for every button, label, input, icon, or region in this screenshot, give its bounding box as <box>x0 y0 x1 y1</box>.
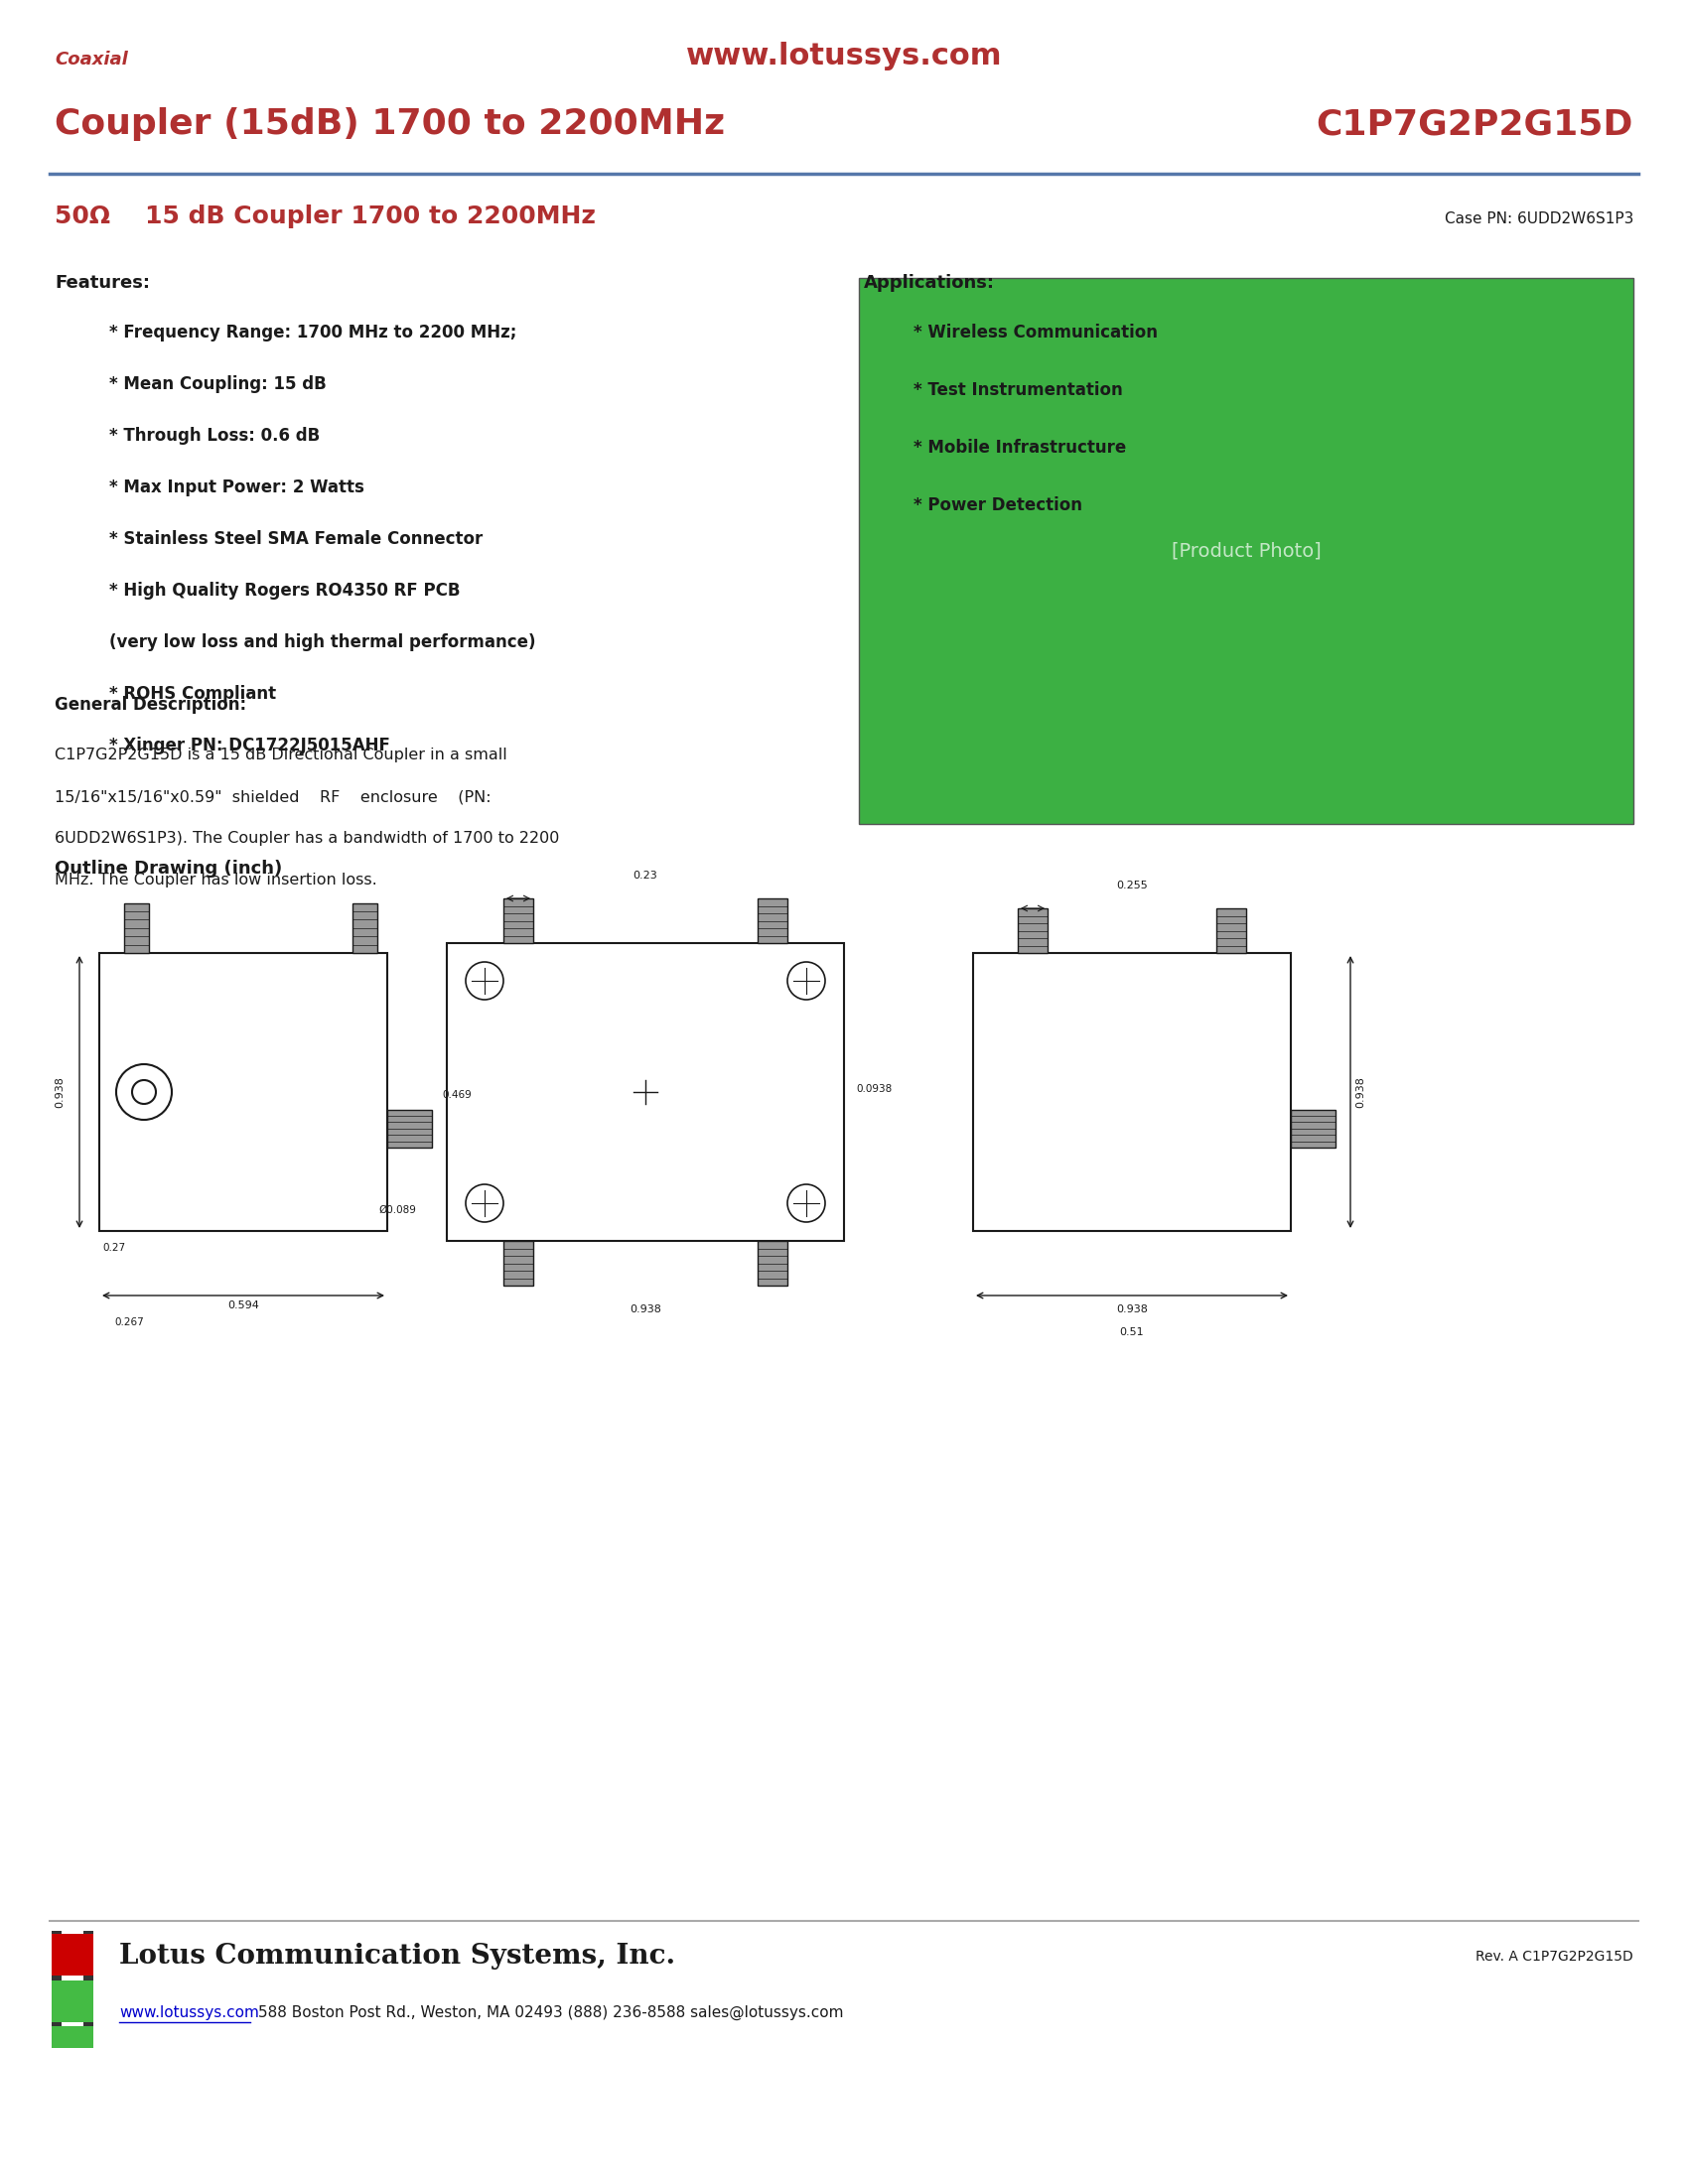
Text: * Frequency Range: 1700 MHz to 2200 MHz;: * Frequency Range: 1700 MHz to 2200 MHz; <box>110 323 517 341</box>
Text: 0.267: 0.267 <box>115 1317 143 1328</box>
Text: Applications:: Applications: <box>864 273 994 293</box>
Text: 588 Boston Post Rd., Weston, MA 02493 (888) 236-8588 sales@lotussys.com: 588 Boston Post Rd., Weston, MA 02493 (8… <box>258 2005 844 2020</box>
Text: 0.938: 0.938 <box>1116 1304 1148 1315</box>
Bar <box>447 943 844 1241</box>
Bar <box>1018 909 1048 952</box>
Text: 15/16"x15/16"x0.59"  shielded    RF    enclosure    (PN:: 15/16"x15/16"x0.59" shielded RF enclosur… <box>54 788 491 804</box>
Text: C1P7G2P2G15D is a 15 dB Directional Coupler in a small: C1P7G2P2G15D is a 15 dB Directional Coup… <box>54 747 506 762</box>
Bar <box>859 277 1634 823</box>
Bar <box>100 952 387 1232</box>
Text: * Max Input Power: 2 Watts: * Max Input Power: 2 Watts <box>110 478 365 496</box>
Text: Outline Drawing (inch): Outline Drawing (inch) <box>54 860 282 878</box>
Text: * Through Loss: 0.6 dB: * Through Loss: 0.6 dB <box>110 426 321 446</box>
Text: 0.27: 0.27 <box>103 1243 125 1254</box>
Bar <box>1217 909 1246 952</box>
Text: 0.51: 0.51 <box>1119 1328 1144 1337</box>
Bar <box>353 904 378 952</box>
Text: General Description:: General Description: <box>54 697 246 714</box>
Bar <box>52 2027 93 2049</box>
Text: * Test Instrumentation: * Test Instrumentation <box>913 382 1123 400</box>
Text: 0.938: 0.938 <box>630 1304 662 1315</box>
Text: C1P7G2P2G15D: C1P7G2P2G15D <box>1317 107 1634 142</box>
Text: Rev. A C1P7G2P2G15D: Rev. A C1P7G2P2G15D <box>1475 1950 1634 1963</box>
Text: * Stainless Steel SMA Female Connector: * Stainless Steel SMA Female Connector <box>110 531 483 548</box>
Text: Ø0.089: Ø0.089 <box>378 1206 415 1214</box>
Text: * High Quality Rogers RO4350 RF PCB: * High Quality Rogers RO4350 RF PCB <box>110 581 461 601</box>
Text: www.lotussys.com: www.lotussys.com <box>685 41 1003 70</box>
Text: Features:: Features: <box>54 273 150 293</box>
Bar <box>503 898 533 943</box>
Text: * Wireless Communication: * Wireless Communication <box>913 323 1158 341</box>
Text: (very low loss and high thermal performance): (very low loss and high thermal performa… <box>110 633 535 651</box>
Text: Lotus Communication Systems, Inc.: Lotus Communication Systems, Inc. <box>120 1944 675 1970</box>
Text: 50Ω    15 dB Coupler 1700 to 2200MHz: 50Ω 15 dB Coupler 1700 to 2200MHz <box>54 205 596 229</box>
Bar <box>125 904 149 952</box>
Text: [Product Photo]: [Product Photo] <box>1171 542 1322 561</box>
Bar <box>758 898 787 943</box>
Text: * Power Detection: * Power Detection <box>913 496 1082 513</box>
Text: Coaxial: Coaxial <box>54 50 128 68</box>
Text: MHz. The Coupler has low insertion loss.: MHz. The Coupler has low insertion loss. <box>54 874 376 887</box>
Bar <box>83 1931 93 2031</box>
Bar <box>52 1933 93 1977</box>
Text: Case PN: 6UDD2W6S1P3: Case PN: 6UDD2W6S1P3 <box>1445 212 1634 227</box>
Text: Coupler (15dB) 1700 to 2200MHz: Coupler (15dB) 1700 to 2200MHz <box>54 107 724 142</box>
Bar <box>1291 1109 1335 1147</box>
Text: 0.469: 0.469 <box>442 1090 471 1099</box>
Text: 0.594: 0.594 <box>228 1299 258 1310</box>
Text: * Xinger PN: DC1722J5015AHF: * Xinger PN: DC1722J5015AHF <box>110 736 390 753</box>
Text: 6UDD2W6S1P3). The Coupler has a bandwidth of 1700 to 2200: 6UDD2W6S1P3). The Coupler has a bandwidt… <box>54 830 559 845</box>
Text: 0.255: 0.255 <box>1116 880 1148 891</box>
Text: 0.938: 0.938 <box>1355 1077 1366 1107</box>
Text: * ROHS Compliant: * ROHS Compliant <box>110 686 277 703</box>
Bar <box>387 1109 432 1147</box>
Text: 0.23: 0.23 <box>633 871 658 880</box>
Bar <box>758 1241 787 1286</box>
Bar <box>972 952 1291 1232</box>
Bar <box>52 1981 93 2022</box>
Text: * Mobile Infrastructure: * Mobile Infrastructure <box>913 439 1126 456</box>
Text: * Mean Coupling: 15 dB: * Mean Coupling: 15 dB <box>110 376 326 393</box>
Text: 0.0938: 0.0938 <box>856 1083 891 1094</box>
Bar <box>503 1241 533 1286</box>
Text: www.lotussys.com: www.lotussys.com <box>120 2005 258 2020</box>
Text: 0.938: 0.938 <box>54 1077 64 1107</box>
Bar <box>52 1931 61 2031</box>
